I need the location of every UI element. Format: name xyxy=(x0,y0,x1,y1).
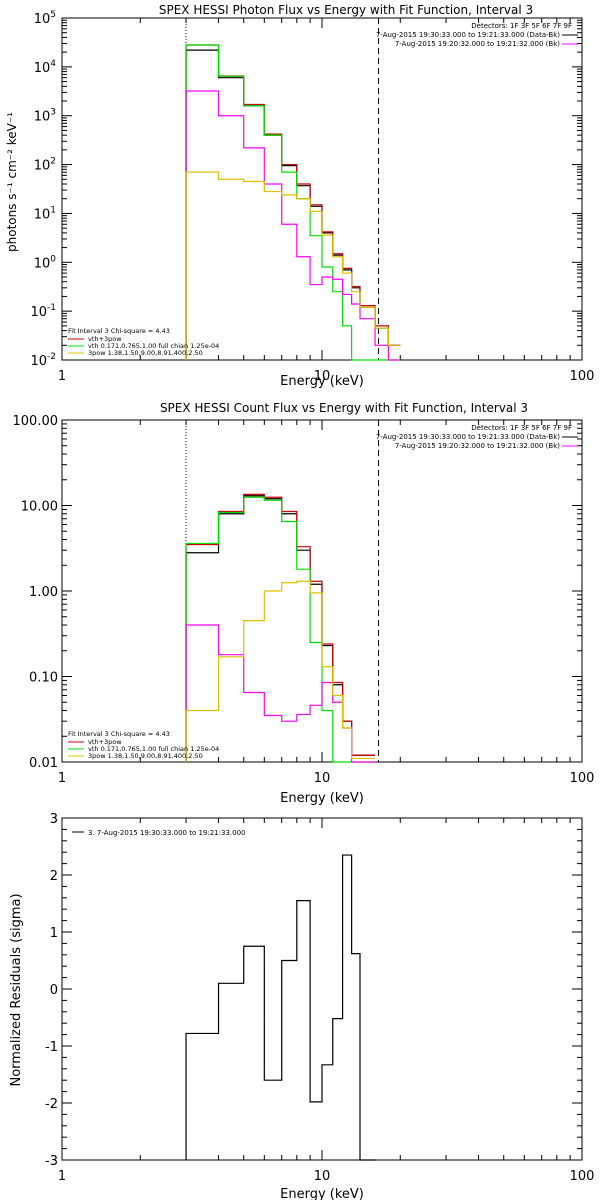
y-tick-base: 10 xyxy=(34,159,51,174)
x-tick-label: 1 xyxy=(58,771,66,786)
x-tick-label: 100 xyxy=(570,369,595,384)
photon-legend-top-right: Detectors: 1F 3F 5F 6F 7F 9F 7-Aug-2015 … xyxy=(376,22,578,48)
y-tick-base: 10 xyxy=(34,110,51,125)
y-tick-exponent: -2 xyxy=(47,352,56,362)
y-tick-label: -3 xyxy=(45,1154,58,1169)
y-tick-label: 104 xyxy=(34,59,57,76)
vth-series-line xyxy=(185,90,401,361)
3pow-series-line xyxy=(185,171,401,360)
y-tick-label: 1.00 xyxy=(29,585,58,600)
count-x-axis-label: Energy (keV) xyxy=(280,791,364,806)
residuals-y-axis-label: Normalized Residuals (sigma) xyxy=(9,893,24,1086)
y-tick-label: 10-2 xyxy=(30,352,56,369)
count-axis-ticks: 1 10 100 0.01 0.10 1.00 10.00 100.00 xyxy=(13,414,595,786)
photon-flux-panel: SPEX HESSI Photon Flux vs Energy with Fi… xyxy=(5,3,594,389)
data-series-line xyxy=(185,495,376,762)
fit-legend-header-2: Fit Interval 3 Chi-square = 4.43 xyxy=(68,730,170,738)
fit-legend-pow-label: 3pow 1.38,1.50,9.00,8.91,400,2.50 xyxy=(88,349,203,357)
y-tick-label: 0 xyxy=(50,983,58,998)
x-tick-label: 1 xyxy=(58,1169,66,1184)
residuals-axis-ticks: 1 10 100 -3 -2 -1 0 1 2 3 xyxy=(45,812,594,1184)
photon-x-axis-label: Energy (keV) xyxy=(280,374,364,389)
fit-legend-pow-label-2: 3pow 1.38,1.50,9.00,8.91,400,2.50 xyxy=(88,752,203,760)
x-tick-label: 100 xyxy=(570,1169,595,1184)
legend-bk-label: 7-Aug-2015 19:20:32.000 to 19:21:32.000 … xyxy=(395,40,560,48)
fit-legend-vth-label: vth 0.171,0.765,1.00 full chian 1.25e-04 xyxy=(88,342,219,350)
y-tick-exponent: 1 xyxy=(50,205,56,215)
fit-legend-header: Fit Interval 3 Chi-square = 4.43 xyxy=(68,327,170,335)
count-fit-legend: Fit Interval 3 Chi-square = 4.43 vth+3po… xyxy=(68,730,219,760)
count-flux-panel: SPEX HESSI Count Flux vs Energy with Fit… xyxy=(13,401,595,806)
residuals-x-axis-label: Energy (keV) xyxy=(280,1187,364,1200)
y-tick-label: 105 xyxy=(34,10,56,27)
fit-series-line xyxy=(185,493,376,762)
detectors-label: Detectors: 1F 3F 5F 6F 7F 9F xyxy=(471,22,572,30)
photon-y-axis-label: photons s⁻¹ cm⁻² keV⁻¹ xyxy=(5,112,19,252)
residuals-series xyxy=(185,854,376,1161)
y-tick-exponent: -1 xyxy=(47,303,56,313)
y-tick-label: 10-1 xyxy=(30,303,56,320)
y-tick-label: 100 xyxy=(34,254,57,271)
y-tick-label: -2 xyxy=(45,1097,58,1112)
y-tick-base: 10 xyxy=(30,305,47,320)
y-tick-exponent: 3 xyxy=(50,108,56,118)
photon-series xyxy=(185,44,401,361)
fit-legend-fit-label-2: vth+3pow xyxy=(88,738,122,746)
y-tick-label: 0.01 xyxy=(29,756,58,771)
y-tick-label: 3 xyxy=(50,812,58,827)
y-tick-exponent: 2 xyxy=(50,157,56,167)
vth-series-line xyxy=(185,624,376,763)
count-series xyxy=(185,493,376,763)
y-tick-label: 103 xyxy=(34,108,56,125)
photon-chart-title: SPEX HESSI Photon Flux vs Energy with Fi… xyxy=(159,3,533,17)
count-chart-title: SPEX HESSI Count Flux vs Energy with Fit… xyxy=(160,401,528,415)
y-tick-base: 10 xyxy=(34,256,51,271)
photon-fit-legend: Fit Interval 3 Chi-square = 4.43 vth+3po… xyxy=(68,327,219,357)
y-tick-exponent: 5 xyxy=(50,10,56,20)
residuals-plot-frame xyxy=(61,817,583,1161)
residuals-legend-label: 3. 7-Aug-2015 19:30:33.000 to 19:21:33.0… xyxy=(88,829,246,837)
y-tick-base: 10 xyxy=(30,354,47,369)
x-tick-label: 100 xyxy=(570,771,595,786)
y-tick-label: 100.00 xyxy=(13,414,59,429)
legend-data-label: 7-Aug-2015 19:30:33.000 to 19:21:33.000 … xyxy=(376,31,560,39)
3pow-series-line xyxy=(185,580,376,762)
y-tick-label: 10.00 xyxy=(21,500,58,515)
x-tick-label: 10 xyxy=(314,1169,331,1184)
photon-plot-frame xyxy=(61,17,583,361)
vth+3pow-series-line xyxy=(185,496,376,763)
x-tick-label: 10 xyxy=(314,369,331,384)
x-tick-label: 1 xyxy=(58,369,66,384)
y-tick-label: 101 xyxy=(34,205,56,222)
fit-legend-fit-label: vth+3pow xyxy=(88,335,122,343)
vth+3pow-series-line xyxy=(185,44,401,361)
y-tick-exponent: 4 xyxy=(50,59,56,69)
y-tick-label: -1 xyxy=(45,1040,58,1055)
y-tick-label: 1 xyxy=(50,926,58,941)
y-tick-label: 0.10 xyxy=(29,671,58,686)
y-tick-base: 10 xyxy=(34,207,51,222)
residuals-series-line xyxy=(185,854,376,1161)
detectors-label-2: Detectors: 1F 3F 5F 6F 7F 9F xyxy=(471,424,572,432)
x-tick-label: 10 xyxy=(314,771,331,786)
y-tick-exponent: 0 xyxy=(50,254,56,264)
y-tick-base: 10 xyxy=(34,61,51,76)
residuals-legend: 3. 7-Aug-2015 19:30:33.000 to 19:21:33.0… xyxy=(72,829,246,837)
y-tick-label: 102 xyxy=(34,157,56,174)
legend-data-label-2: 7-Aug-2015 19:30:33.000 to 19:21:33.000 … xyxy=(376,433,560,441)
y-tick-label: 2 xyxy=(50,869,58,884)
y-tick-base: 10 xyxy=(34,12,51,27)
legend-bk-label-2: 7-Aug-2015 19:20:32.000 to 19:21:32.000 … xyxy=(395,442,560,450)
count-legend-top-right: Detectors: 1F 3F 5F 6F 7F 9F 7-Aug-2015 … xyxy=(376,424,578,450)
residuals-panel: 1 10 100 -3 -2 -1 0 1 2 3 Energy (keV) Normalized… xyxy=(9,812,594,1200)
fit-legend-vth-label-2: vth 0.171,0.765,1.00 full chian 1.25e-04 xyxy=(88,745,219,753)
